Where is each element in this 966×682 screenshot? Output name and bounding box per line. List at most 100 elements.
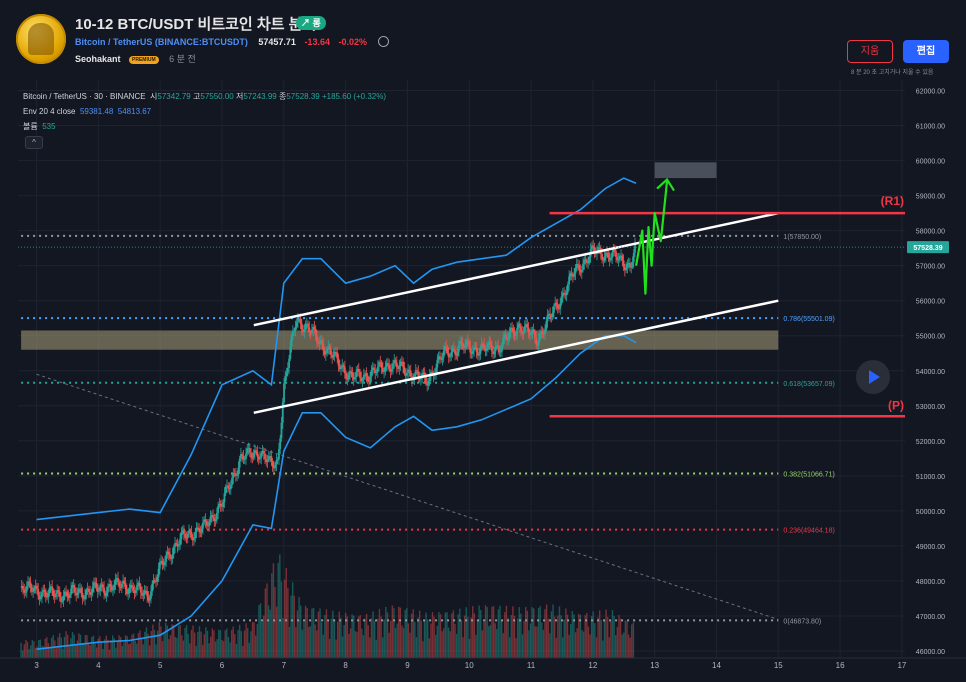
candle-body [307,323,309,328]
collapse-legend-button[interactable]: ^ [25,136,43,149]
volume-bar [420,620,422,658]
candle-body [224,486,227,494]
candle-body [531,329,534,333]
volume-bar [513,615,516,658]
volume-bar [533,608,535,658]
candle-body [152,580,155,584]
play-button[interactable] [856,360,890,394]
time-tick-label: 16 [836,661,845,670]
candle-body [49,586,52,588]
close-value: 57528.39 [286,92,320,101]
candle-body [487,343,489,349]
volume-bar [152,624,154,658]
volume-bar [139,630,141,658]
candle-body [385,363,388,367]
author-name[interactable]: Seohakant [75,54,121,64]
volume-bar [579,614,582,658]
volume-bar [615,635,617,658]
volume-bar [396,623,398,658]
candle-body [561,292,564,297]
candle-body [509,327,512,333]
volume-bar [190,629,193,658]
volume-bar [383,619,385,658]
volume-bar [481,630,484,658]
candle-body [22,585,24,590]
candle-body [84,595,86,600]
price-axis[interactable]: 46000.00 47000.00 48000.00 49000.00 50000.00… [905,80,966,658]
edit-window-note: 8 분 20 초 고치거나 지울 수 있음 [851,70,934,76]
candle-body [412,379,415,381]
volume-bar [280,581,283,658]
candle-body [577,264,579,266]
volume-bar [237,630,239,658]
candle-body [470,352,473,354]
candle-body [302,329,304,333]
candle-body [222,501,225,507]
volume-bar [516,618,519,658]
volume-bar [457,614,459,658]
volume-bar [242,645,244,658]
candle-body [484,348,487,351]
volume-bar [187,633,189,658]
forecast-arrow[interactable] [635,177,675,295]
candle-body [479,348,482,354]
candle-body [144,590,147,592]
posted-time: 6 분 전 [169,54,196,64]
candle-body [131,584,133,587]
candle-body [221,505,223,507]
candle-body [280,422,283,439]
volume-bar [574,632,577,658]
key-levels[interactable]: (R1) (P) [18,194,905,418]
high-label: 고 [193,92,201,101]
price-channel[interactable] [253,211,779,415]
diagonal-line [36,373,779,620]
volume-bar [484,605,487,658]
candle-body [482,343,484,345]
candle-body [294,326,297,331]
symbol-ticker[interactable]: BINANCE:BTCUSDT [157,37,245,47]
candle-body [621,255,624,261]
volume-bar [94,642,96,658]
time-tick-label: 10 [465,661,474,670]
candle-body [133,590,136,594]
volume-bar [465,607,467,658]
volume-bar [224,630,226,658]
time-axis[interactable]: 3 4 5 6 7 8 9 10 11 12 13 14 15 16 17 [0,657,966,682]
volume-bar [404,610,406,658]
candle-body [90,592,93,595]
candle-body [138,582,141,587]
candle-body [328,346,331,350]
candle-body [379,362,382,364]
candle-body [267,456,270,460]
candle-body [436,359,439,368]
candle-body [466,340,469,342]
edit-button[interactable]: 편집 [903,40,949,63]
candle-body [338,365,341,370]
volume-bar [362,635,365,658]
candle-body [143,590,146,594]
candle-body [465,340,468,345]
alarm-clock-icon[interactable] [377,36,389,47]
delete-button[interactable]: 지움 [847,40,893,63]
candle-body [474,347,477,349]
symbol-link[interactable]: Bitcoin / TetherUS [75,37,153,47]
author-logo[interactable] [16,14,66,64]
candle-body [464,344,467,349]
time-tick-label: 17 [897,661,906,670]
candle-body [346,378,349,380]
volume-bar [566,614,569,658]
candle-body [213,518,216,522]
candle-body [134,590,137,594]
volume-bar [322,634,324,658]
candle-body [151,583,154,592]
candle-body [20,585,23,588]
candle-body [461,342,464,347]
volume-bar [348,633,350,658]
volume-bar [110,640,112,658]
volume-bar [238,624,241,658]
volume-bar [570,623,572,658]
candle-body [617,259,620,261]
candle-body [185,537,188,539]
volume-bar [30,645,32,658]
